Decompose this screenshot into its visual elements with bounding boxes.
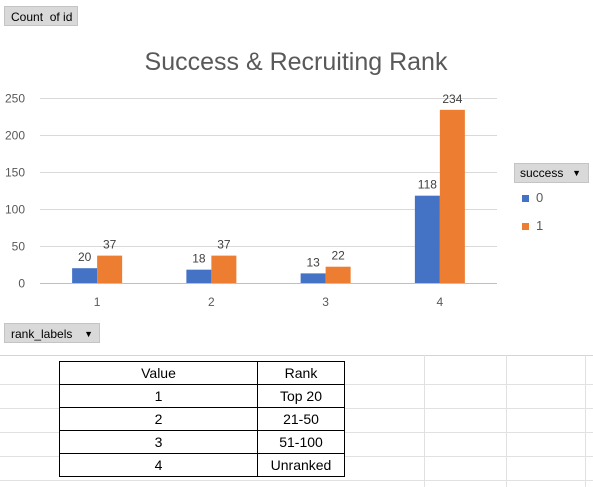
bar-series-1-cat-4	[439, 109, 465, 283]
table-cell: 3	[59, 430, 258, 454]
axis-field-label: rank_labels	[11, 327, 73, 341]
legend-swatch	[522, 195, 529, 203]
y-tick-label: 200	[5, 129, 25, 143]
data-label: 20	[78, 250, 92, 264]
bar-series-1-cat-2	[211, 255, 237, 283]
data-label: 22	[331, 249, 345, 263]
table-row: 4 Unranked	[59, 453, 345, 477]
bar-series-0-cat-1	[72, 268, 98, 283]
data-label: 18	[192, 252, 206, 266]
table-row: 2 21-50	[59, 407, 345, 431]
x-tick-label: 3	[322, 295, 329, 309]
legend-item-1: 1	[522, 218, 543, 234]
table-header: Value	[59, 361, 258, 385]
y-tick-label: 0	[18, 277, 25, 291]
axis-filter-button[interactable]: rank_labels ▼	[4, 323, 100, 343]
bar-series-0-cat-3	[300, 273, 326, 283]
data-label: 118	[418, 178, 437, 192]
table-cell: Top 20	[257, 384, 345, 408]
data-label: 234	[442, 92, 462, 106]
data-label: 37	[217, 238, 231, 252]
x-tick-label: 4	[437, 295, 444, 309]
table-cell: 51-100	[257, 430, 345, 454]
table-header-row: Value Rank	[59, 361, 345, 385]
legend-field-label: success	[520, 166, 564, 180]
rank-lookup-table: Value Rank 1 Top 20 2 21-50 3 51-100 4 U…	[59, 361, 345, 477]
y-tick-label: 50	[12, 240, 26, 254]
x-tick-label: 2	[208, 295, 215, 309]
value-field-button[interactable]: Count of id	[4, 6, 78, 26]
table-cell: 1	[59, 384, 258, 408]
table-cell: Unranked	[257, 453, 345, 477]
bar-series-0-cat-4	[414, 195, 440, 283]
bar-chart: Success & Recruiting Rank 0 50 100 150 200 25…	[5, 48, 497, 309]
legend-filter-button[interactable]: success ▼	[514, 163, 589, 183]
y-tick-label: 150	[5, 166, 25, 180]
value-field-label: Count of id	[11, 10, 73, 24]
table-cell: 2	[59, 407, 258, 431]
y-tick-label: 250	[5, 92, 25, 106]
bar-series-1-cat-3	[325, 266, 351, 283]
table-cell: 21-50	[257, 407, 345, 431]
table-row: 3 51-100	[59, 430, 345, 454]
x-tick-label: 1	[94, 295, 101, 309]
chart-title: Success & Recruiting Rank	[145, 48, 448, 76]
legend-label: 0	[536, 190, 544, 205]
y-tick-label: 100	[5, 203, 25, 217]
table-header: Rank	[257, 361, 345, 385]
table-cell: 4	[59, 453, 258, 477]
dropdown-arrow-icon: ▼	[572, 168, 581, 178]
data-label: 37	[103, 238, 117, 252]
legend-item-0: 0	[522, 190, 543, 206]
data-label: 13	[306, 255, 320, 269]
bar-series-0-cat-2	[186, 269, 212, 283]
table-row: 1 Top 20	[59, 384, 345, 408]
legend-swatch	[522, 223, 529, 231]
legend-label: 1	[536, 218, 544, 233]
dropdown-arrow-icon: ▼	[84, 329, 93, 339]
bar-series-1-cat-1	[97, 255, 123, 283]
